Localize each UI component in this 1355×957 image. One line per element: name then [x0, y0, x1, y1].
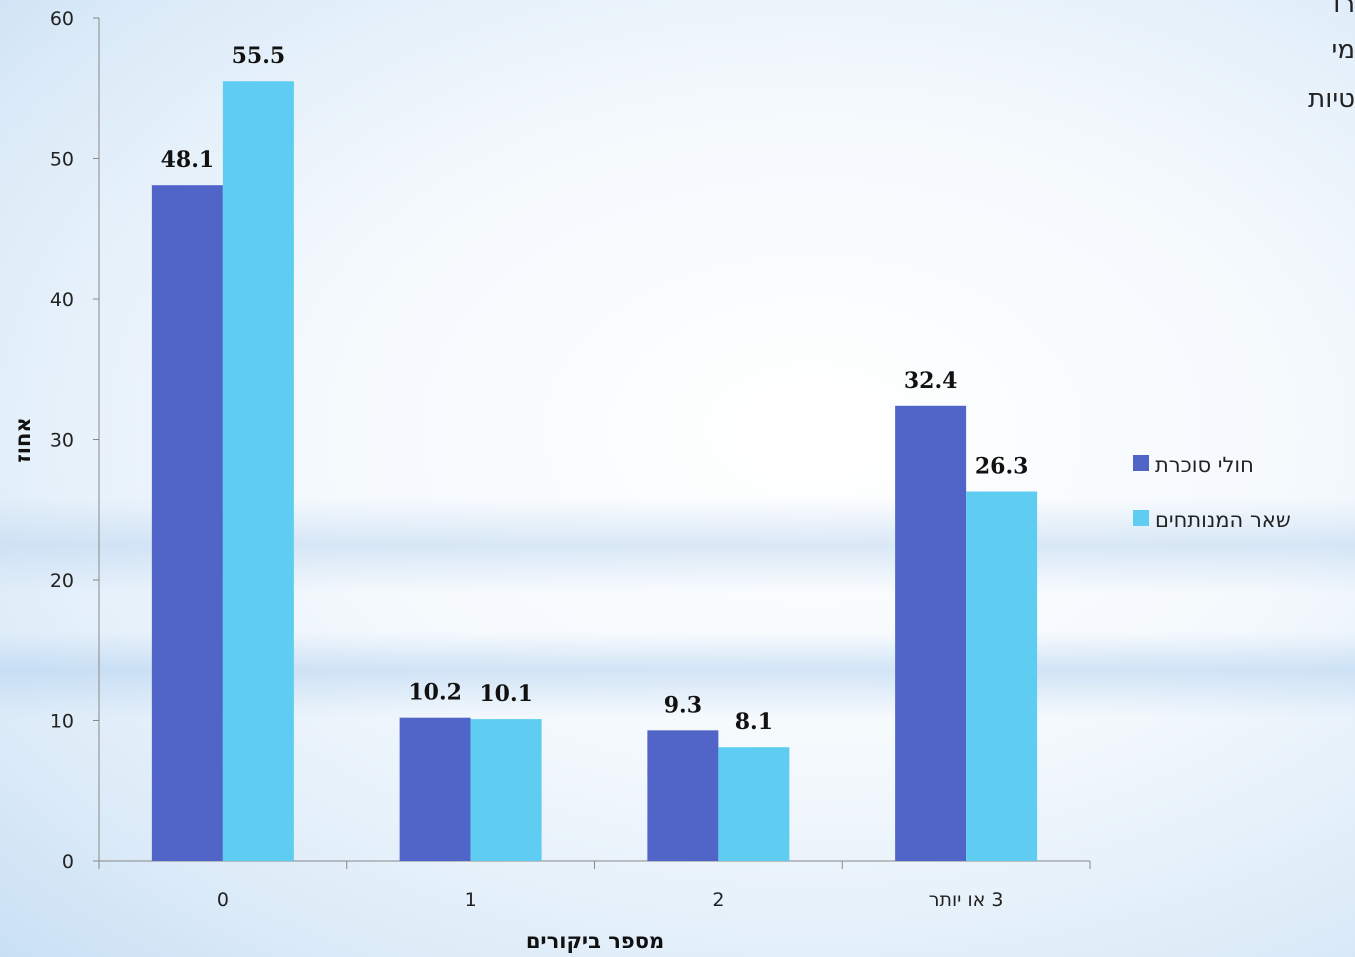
bar-diabetes-2: [647, 730, 719, 861]
x-tick-label: 3 או יותר: [929, 889, 1004, 911]
data-label: 55.5: [232, 43, 286, 69]
data-label: 10.2: [408, 680, 462, 706]
y-tick-label: 60: [50, 8, 74, 30]
legend-label-diabetes: חולי סוכרת: [1155, 453, 1254, 477]
bar-others-2: [718, 747, 790, 861]
bars: [151, 81, 1038, 862]
data-label: 10.1: [479, 681, 533, 707]
y-tick-label: 30: [50, 430, 74, 452]
corner-text-line-1: רו: [1333, 0, 1355, 19]
y-tick-label: 20: [50, 570, 74, 592]
cropped-corner-text: רו מי טיות: [1308, 0, 1355, 114]
bar-diabetes-0: [151, 185, 223, 861]
y-axis-title: אחוז: [11, 417, 35, 462]
data-label: 8.1: [735, 709, 773, 735]
data-label: 9.3: [664, 692, 702, 718]
x-axis: 0 1 2 3 או יותר: [98, 860, 1091, 911]
y-tick-label: 50: [50, 149, 74, 171]
legend-swatch-others: [1133, 510, 1149, 526]
x-tick-label: 0: [217, 889, 229, 911]
y-axis: 0 10 20 30 40 50 60: [50, 8, 100, 873]
y-tick-label: 10: [50, 711, 74, 733]
x-axis-title: מספר ביקורים: [526, 929, 664, 953]
legend: חולי סוכרת שאר המנותחים: [1133, 453, 1291, 532]
y-tick-label: 0: [62, 851, 74, 873]
corner-text-line-2: מי: [1332, 35, 1355, 65]
legend-label-others: שאר המנותחים: [1155, 508, 1291, 532]
data-label: 48.1: [161, 147, 215, 173]
bar-others-1: [470, 719, 542, 861]
bar-diabetes-1: [399, 717, 471, 861]
x-tick-label: 1: [465, 889, 477, 911]
bar-others-0: [222, 81, 294, 862]
corner-text-line-3: טיות: [1308, 84, 1355, 114]
data-label: 32.4: [904, 368, 958, 394]
data-label: 26.3: [975, 453, 1029, 479]
data-labels: 48.1 10.2 9.3 32.4 55.5 10.1 8.1 26.3: [161, 43, 1029, 735]
bar-diabetes-3: [895, 405, 967, 861]
legend-swatch-diabetes: [1133, 455, 1149, 471]
bar-others-3: [966, 491, 1038, 861]
x-tick-label: 2: [712, 889, 724, 911]
y-tick-label: 40: [50, 289, 74, 311]
